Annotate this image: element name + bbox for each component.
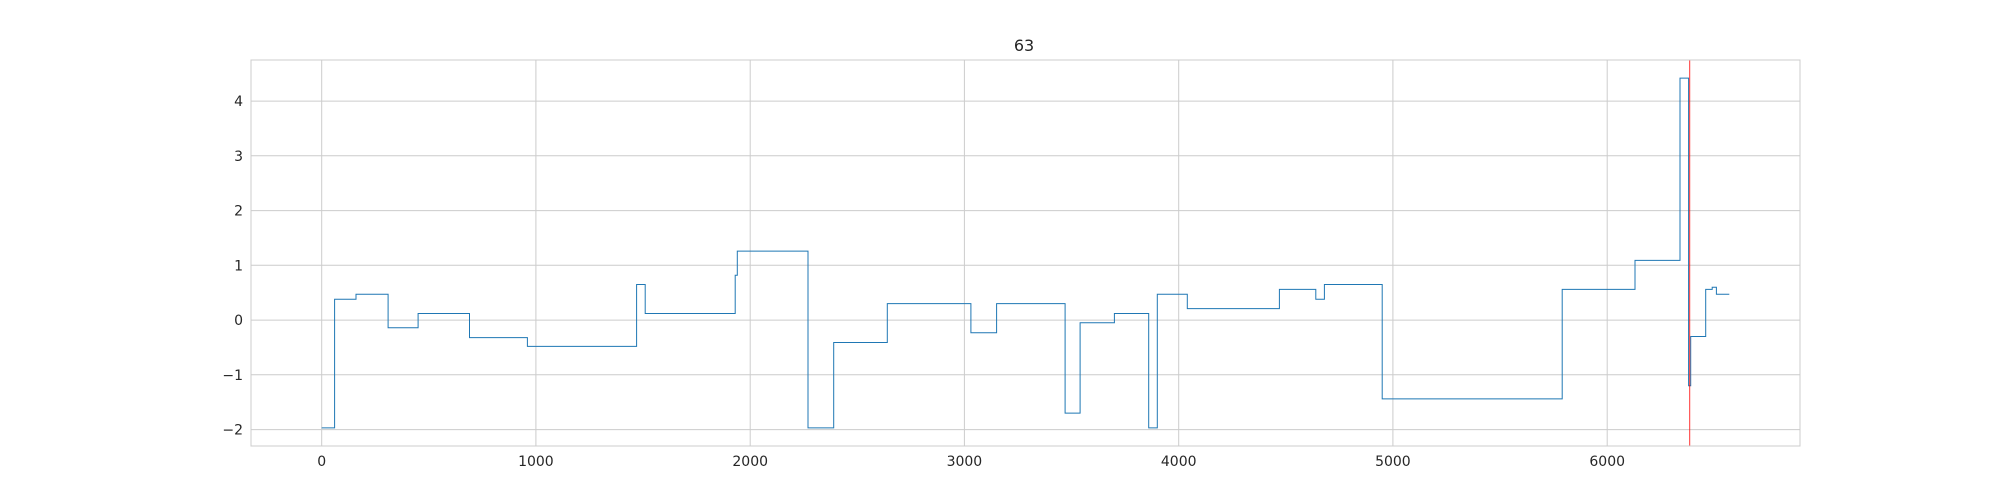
x-tick-label: 6000	[1589, 454, 1625, 470]
x-tick-label: 3000	[947, 454, 983, 470]
y-tick-label: 4	[234, 94, 243, 110]
x-tick-label: 1000	[518, 454, 554, 470]
y-tick-label: 1	[234, 258, 243, 274]
x-tick-label: 5000	[1375, 454, 1411, 470]
chart-title: 63	[1014, 36, 1034, 55]
y-axis: −2 −1 0 1 2 3 4	[222, 94, 243, 439]
y-tick-label: −1	[222, 368, 243, 384]
y-tick-label: 0	[234, 313, 243, 329]
y-tick-label: 2	[234, 204, 243, 220]
plot-area	[321, 60, 1730, 446]
x-tick-label: 4000	[1161, 454, 1197, 470]
grid	[251, 60, 1800, 446]
plot-frame	[250, 59, 1801, 447]
series-line	[321, 77, 1730, 429]
x-axis: 0 1000 2000 3000 4000 5000 6000	[317, 454, 1625, 470]
y-tick-label: 3	[234, 149, 243, 165]
y-tick-label: −2	[222, 423, 243, 439]
x-tick-label: 2000	[732, 454, 768, 470]
x-tick-label: 0	[317, 454, 326, 470]
